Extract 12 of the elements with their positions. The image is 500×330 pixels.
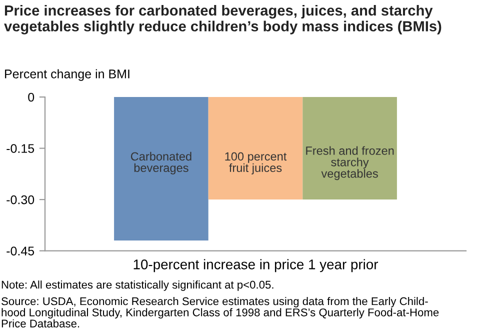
x-tick-label: 10-percent increase in price 1 year prior [134, 259, 378, 272]
y-tick-label: 0 [28, 92, 34, 102]
text: Note: All estimates are statistically significant at p<0.05. [2, 280, 274, 291]
y-tick-label: -0.15 [6, 144, 34, 153]
y-tick-label: -0.45 [6, 246, 34, 256]
y-tick-label: -0.30 [6, 195, 34, 204]
series-label: 100 percent fruit juices [225, 152, 287, 174]
source-note: Source: USDA, Economic Research Service estimates using data from the Early Child- hood Longitudinal Study, Kindergarten Class of 1998 and ERS’s Quarterly Food-at-Home Price Database. [2, 297, 439, 328]
y-axis-title: Percent change in BMI [5, 69, 130, 81]
series-label: Carbonated beverages [130, 152, 192, 174]
series-label: Fresh and frozen starchy vegetables [306, 146, 394, 180]
chart-title: Price increases for carbonated beverages, juices, and starchy vegetables slightly reduce children’s body mass indices (BMIs) [4, 4, 442, 34]
